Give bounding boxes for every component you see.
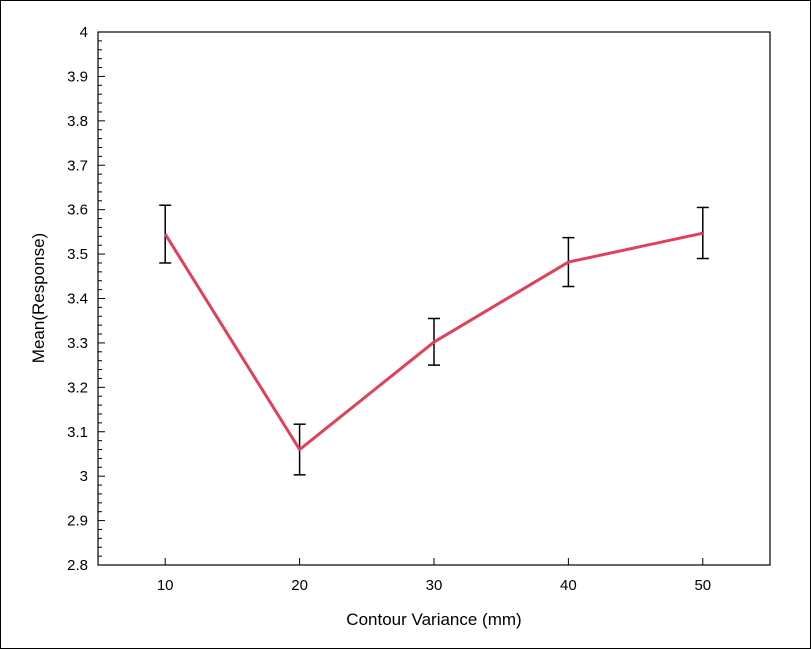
series-layer [159, 204, 709, 476]
y-tick-label: 3 [80, 468, 88, 485]
y-axis: 2.8 2.9 3 3.1 3.2 3.3 3.4 3.5 3.6 3.7 3.8 3.9 4 [67, 24, 105, 574]
y-tick-label: 3.1 [67, 424, 88, 441]
plot-area [97, 31, 771, 566]
series-line [163, 231, 704, 452]
x-tick-label: 20 [291, 577, 308, 594]
y-tick-label: 3.9 [67, 68, 88, 85]
y-tick-label: 4 [80, 24, 88, 41]
y-tick-label: 3.8 [67, 113, 88, 130]
y-tick-label: 2.9 [67, 513, 88, 530]
x-tick-label: 50 [694, 577, 711, 594]
y-tick-label: 3.3 [67, 335, 88, 352]
x-tick-label: 30 [426, 577, 443, 594]
y-tick-label: 3.4 [67, 291, 88, 308]
y-axis-title: Mean(Response) [29, 233, 48, 363]
x-tick-label: 40 [560, 577, 577, 594]
error-bar [696, 206, 709, 260]
y-tick-label: 3.6 [67, 202, 88, 219]
y-tick-label: 3.2 [67, 379, 88, 396]
y-tick-label: 2.8 [67, 557, 88, 574]
y-tick-label: 3.7 [67, 157, 88, 174]
x-axis-title: Contour Variance (mm) [346, 610, 521, 629]
x-tick-label: 10 [157, 577, 174, 594]
x-axis: 10 20 30 40 50 [157, 558, 711, 594]
y-tick-label: 3.5 [67, 246, 88, 263]
